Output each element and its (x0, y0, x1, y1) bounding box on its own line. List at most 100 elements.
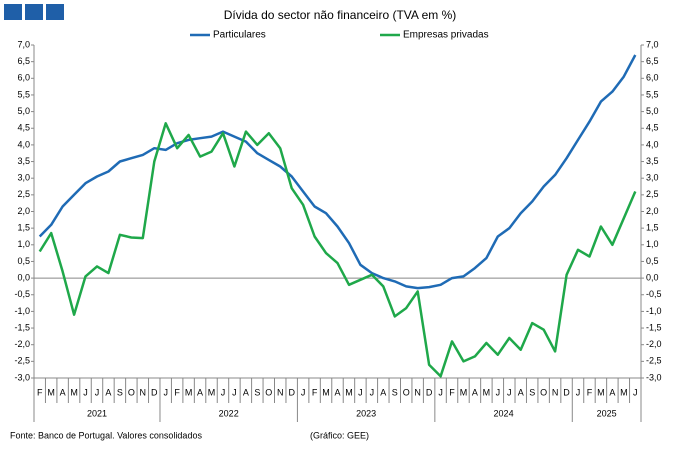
x-tick-label: M (208, 387, 216, 397)
x-tick-label: J (95, 387, 100, 397)
y2-tick-label: -2,0 (646, 339, 662, 349)
x-tick-label: J (370, 387, 375, 397)
x-tick-label: D (151, 387, 158, 397)
x-tick-label: F (312, 387, 318, 397)
y2-tick-label: 5,5 (646, 89, 659, 99)
y2-tick-label: -2,5 (646, 356, 662, 366)
x-tick-label: M (460, 387, 468, 397)
logo-block (4, 4, 22, 20)
x-tick-label: N (277, 387, 284, 397)
logo-block (46, 4, 64, 20)
y2-tick-label: -1,0 (646, 306, 662, 316)
x-tick-label: M (620, 387, 628, 397)
x-tick-label: S (392, 387, 398, 397)
x-tick-label: M (47, 387, 55, 397)
y-tick-label: 3,0 (17, 173, 30, 183)
y2-tick-label: -0,5 (646, 289, 662, 299)
x-tick-label: S (254, 387, 260, 397)
x-tick-label: F (449, 387, 455, 397)
y2-tick-label: 7,0 (646, 39, 659, 49)
series-line (38, 54, 637, 290)
x-tick-label: D (563, 387, 570, 397)
y2-tick-label: -3,0 (646, 372, 662, 382)
y-tick-label: 4,5 (17, 123, 30, 133)
y2-tick-label: 1,0 (646, 239, 659, 249)
x-tick-label: N (552, 387, 559, 397)
y2-tick-label: 6,0 (646, 73, 659, 83)
x-tick-label: S (117, 387, 123, 397)
y2-tick-label: 6,5 (646, 56, 659, 66)
y-tick-label: 5,0 (17, 106, 30, 116)
x-tick-label: J (438, 387, 443, 397)
x-tick-label: N (140, 387, 147, 397)
x-tick-label: F (174, 387, 180, 397)
x-tick-label: J (221, 387, 226, 397)
y-tick-label: 2,0 (17, 206, 30, 216)
y-tick-label: 4,0 (17, 139, 30, 149)
y-tick-label: -1,5 (14, 322, 30, 332)
y2-tick-label: 2,0 (646, 206, 659, 216)
x-tick-label: J (507, 387, 512, 397)
y-tick-label: 6,0 (17, 73, 30, 83)
y2-tick-label: 4,5 (646, 123, 659, 133)
x-tick-label: A (380, 387, 386, 397)
x-tick-label: J (232, 387, 237, 397)
year-label: 2021 (87, 408, 107, 418)
x-tick-label: O (403, 387, 410, 397)
y-tick-label: 0,5 (17, 256, 30, 266)
x-tick-label: J (576, 387, 581, 397)
y-tick-label: 5,5 (17, 89, 30, 99)
x-tick-label: O (265, 387, 272, 397)
x-tick-label: M (185, 387, 193, 397)
x-tick-label: A (105, 387, 111, 397)
chart-title: Dívida do sector não financeiro (TVA em … (224, 8, 457, 22)
y-tick-label: 0,0 (17, 272, 30, 282)
year-label: 2022 (219, 408, 239, 418)
x-tick-label: D (426, 387, 433, 397)
y2-tick-label: 2,5 (646, 189, 659, 199)
legend-label: Empresas privadas (403, 30, 489, 41)
x-tick-label: A (243, 387, 249, 397)
x-tick-label: O (128, 387, 135, 397)
x-tick-label: M (70, 387, 78, 397)
y2-tick-label: 0,5 (646, 256, 659, 266)
y2-tick-label: 4,0 (646, 139, 659, 149)
credit: (Gráfico: GEE) (310, 430, 369, 440)
y-tick-label: -1,0 (14, 306, 30, 316)
x-tick-label: F (37, 387, 43, 397)
x-tick-label: J (301, 387, 306, 397)
year-label: 2023 (356, 408, 376, 418)
y-tick-label: 1,0 (17, 239, 30, 249)
y-tick-label: 1,5 (17, 223, 30, 233)
y2-tick-label: -1,5 (646, 322, 662, 332)
x-tick-label: J (163, 387, 168, 397)
source: Fonte: Banco de Portugal. Valores consol… (10, 430, 202, 440)
y-tick-label: 7,0 (17, 39, 30, 49)
x-tick-label: A (197, 387, 203, 397)
y-tick-label: -3,0 (14, 372, 30, 382)
x-tick-label: M (345, 387, 353, 397)
x-tick-label: J (358, 387, 363, 397)
x-tick-label: F (587, 387, 593, 397)
y2-tick-label: 3,5 (646, 156, 659, 166)
x-tick-label: A (609, 387, 615, 397)
y-tick-label: 3,5 (17, 156, 30, 166)
y-tick-label: 2,5 (17, 189, 30, 199)
y-tick-label: -2,0 (14, 339, 30, 349)
x-tick-label: M (322, 387, 330, 397)
y2-tick-label: 3,0 (646, 173, 659, 183)
x-tick-label: S (529, 387, 535, 397)
legend-label: Particulares (213, 30, 266, 41)
y2-tick-label: 5,0 (646, 106, 659, 116)
x-tick-label: N (414, 387, 421, 397)
x-tick-label: A (334, 387, 340, 397)
x-tick-label: M (483, 387, 491, 397)
series-line (38, 122, 637, 378)
y2-tick-label: 1,5 (646, 223, 659, 233)
x-tick-label: A (472, 387, 478, 397)
x-tick-label: D (288, 387, 295, 397)
x-tick-label: J (496, 387, 501, 397)
x-tick-label: O (540, 387, 547, 397)
y2-tick-label: 0,0 (646, 272, 659, 282)
